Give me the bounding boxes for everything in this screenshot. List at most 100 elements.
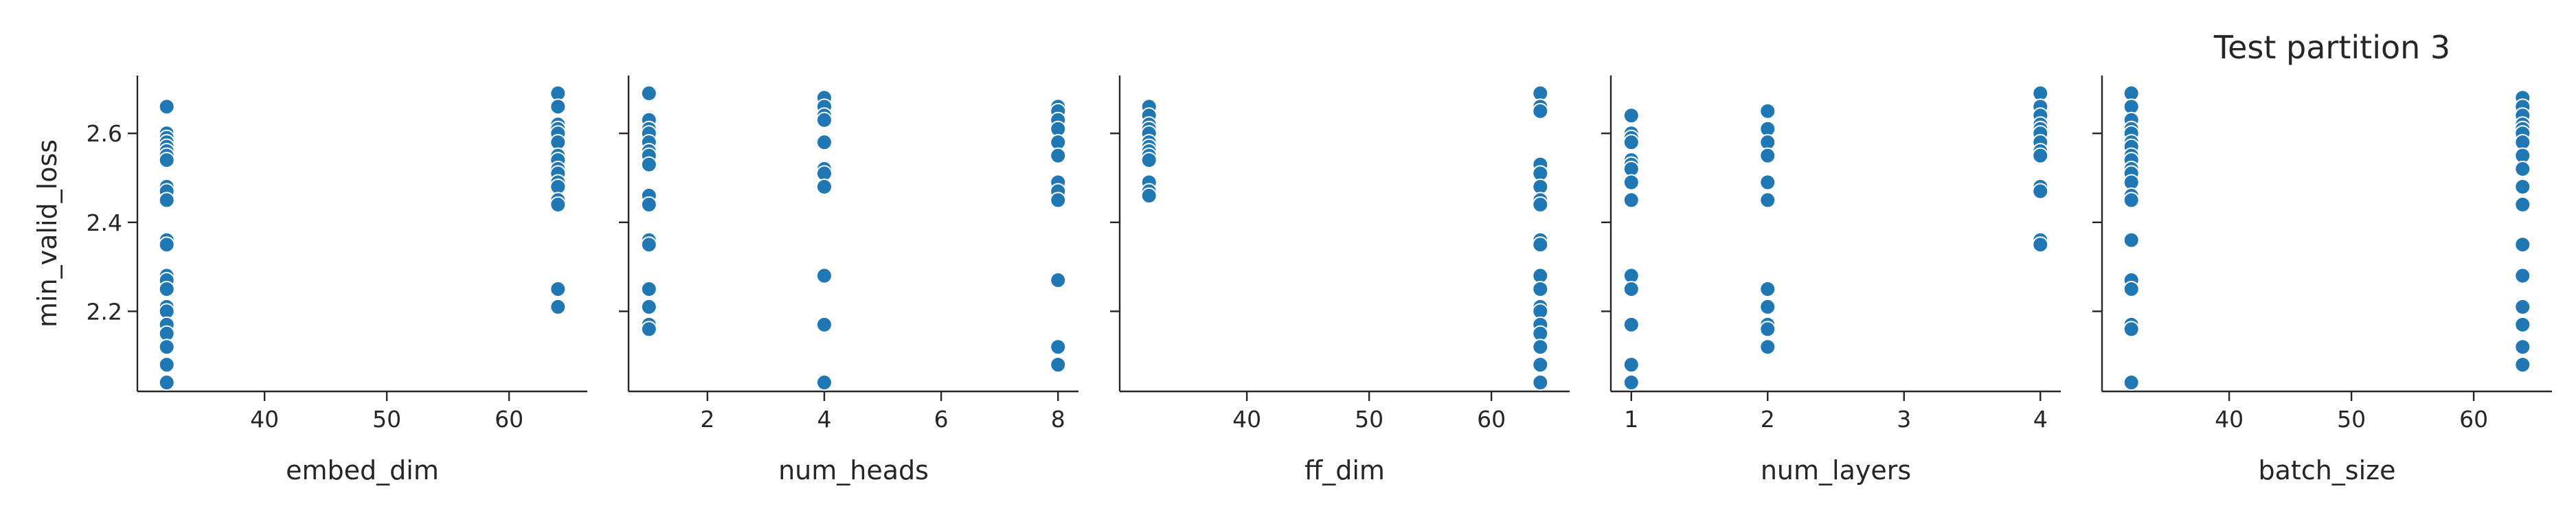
data-point	[640, 321, 657, 338]
data-point	[2514, 339, 2531, 356]
data-point	[2514, 196, 2531, 213]
data-point	[640, 84, 657, 102]
figure-title: Test partition 3	[2213, 29, 2450, 66]
data-point	[1532, 280, 1549, 297]
data-point	[2032, 147, 2049, 164]
data-point	[815, 374, 833, 391]
data-point	[1532, 236, 1549, 253]
panel-num_layers: 1 2 3 4 num_layers	[1601, 76, 2061, 485]
panel-ff_dim: 40 50 60 ff_dim	[1110, 76, 1570, 485]
data-point	[2514, 161, 2531, 178]
data-point	[2514, 178, 2531, 195]
data-point	[158, 98, 175, 115]
data-point	[2123, 192, 2140, 209]
data-point	[1050, 339, 1067, 356]
data-point	[1759, 102, 1776, 119]
x-axis-label: ff_dim	[1304, 455, 1385, 485]
data-point	[158, 236, 175, 253]
data-point	[640, 280, 657, 297]
x-tick-label: 50	[2337, 406, 2366, 433]
data-point	[2123, 321, 2140, 338]
x-tick-label: 3	[1897, 406, 1911, 433]
x-tick-label: 40	[250, 406, 279, 433]
data-point	[1140, 187, 1157, 204]
x-axis-label: num_heads	[778, 455, 929, 485]
x-tick-label: 6	[934, 406, 949, 433]
data-point	[1759, 280, 1776, 297]
data-point	[1532, 339, 1549, 356]
data-point	[1050, 356, 1067, 374]
data-point	[1623, 356, 1640, 374]
data-point	[158, 152, 175, 169]
data-point	[158, 339, 175, 356]
data-point	[550, 280, 567, 297]
data-point	[1623, 316, 1640, 333]
data-point	[815, 316, 833, 333]
data-point	[1623, 192, 1640, 209]
data-point	[815, 134, 833, 151]
data-point	[1759, 147, 1776, 164]
data-point	[2514, 267, 2531, 284]
x-tick-label: 40	[1232, 406, 1261, 433]
data-point	[640, 156, 657, 173]
data-point	[1759, 298, 1776, 315]
data-point	[158, 280, 175, 297]
data-point	[2514, 316, 2531, 333]
panel-batch_size: 40 50 60 batch_size	[2092, 76, 2552, 485]
panel-embed_dim: 2.2 2.4 2.6 40 50 60 embed_dim	[87, 76, 587, 485]
data-point	[1623, 134, 1640, 151]
data-point	[815, 178, 833, 195]
data-point	[1623, 374, 1640, 391]
y-tick-label: 2.2	[87, 298, 122, 325]
x-tick-label: 4	[817, 406, 831, 433]
data-point	[1532, 196, 1549, 213]
x-axis-label: batch_size	[2259, 455, 2396, 485]
data-point	[640, 196, 657, 213]
data-point	[1623, 107, 1640, 124]
data-point	[1050, 272, 1067, 289]
data-point	[1759, 321, 1776, 338]
x-tick-label: 60	[1477, 406, 1506, 433]
data-point	[158, 374, 175, 391]
data-point	[1532, 374, 1549, 391]
data-point	[1140, 152, 1157, 169]
y-tick-label: 2.6	[87, 120, 122, 147]
x-tick-label: 60	[2459, 406, 2488, 433]
x-tick-label: 8	[1051, 406, 1065, 433]
x-tick-label: 2	[1761, 406, 1775, 433]
data-point	[1532, 102, 1549, 119]
data-point	[2123, 231, 2140, 249]
x-tick-label: 4	[2033, 406, 2048, 433]
data-point	[1623, 174, 1640, 191]
x-axis-label: num_layers	[1761, 455, 1911, 485]
y-tick-label: 2.4	[87, 209, 122, 236]
data-point	[640, 298, 657, 315]
data-point	[1532, 356, 1549, 374]
x-tick-label: 40	[2215, 406, 2244, 433]
data-point	[158, 356, 175, 374]
x-tick-label: 50	[372, 406, 401, 433]
data-point	[2123, 374, 2140, 391]
data-point	[815, 111, 833, 128]
x-tick-label: 60	[495, 406, 523, 433]
y-axis-label: min_valid_loss	[32, 139, 63, 328]
data-point	[2032, 236, 2049, 253]
data-point	[1759, 339, 1776, 356]
panel-num_heads: 2 4 6 8 num_heads	[619, 76, 1078, 485]
data-point	[1050, 147, 1067, 164]
data-point	[1759, 174, 1776, 191]
data-point	[2514, 298, 2531, 315]
data-point	[550, 298, 567, 315]
x-axis-label: embed_dim	[286, 455, 439, 485]
data-point	[550, 98, 567, 115]
x-tick-label: 50	[1355, 406, 1383, 433]
data-point	[640, 236, 657, 253]
data-point	[158, 192, 175, 209]
data-point	[1623, 280, 1640, 297]
x-tick-label: 1	[1624, 406, 1638, 433]
data-point	[2032, 183, 2049, 200]
x-tick-label: 2	[700, 406, 714, 433]
data-point	[1759, 192, 1776, 209]
